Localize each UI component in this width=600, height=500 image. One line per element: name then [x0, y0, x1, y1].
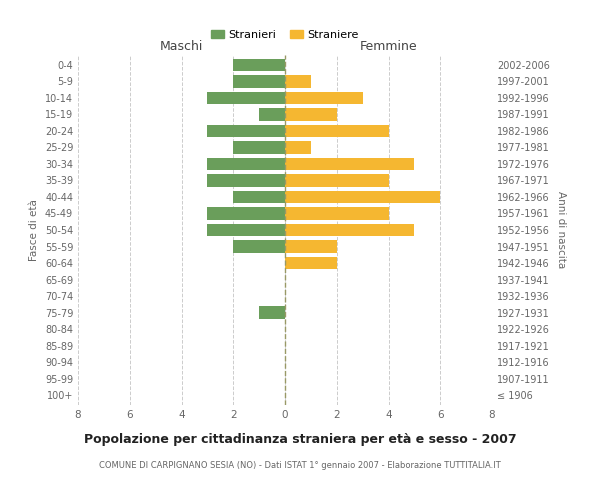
Bar — [233, 240, 285, 252]
Text: COMUNE DI CARPIGNANO SESIA (NO) - Dati ISTAT 1° gennaio 2007 - Elaborazione TUTT: COMUNE DI CARPIGNANO SESIA (NO) - Dati I… — [99, 460, 501, 469]
Bar — [285, 208, 389, 220]
Bar — [285, 240, 337, 252]
Bar — [285, 257, 337, 269]
Bar — [285, 158, 415, 170]
Text: Maschi: Maschi — [160, 40, 203, 54]
Bar — [285, 108, 337, 120]
Bar — [208, 125, 285, 137]
Bar — [285, 75, 311, 88]
Bar — [233, 142, 285, 154]
Bar — [285, 125, 389, 137]
Bar — [208, 174, 285, 186]
Bar — [285, 191, 440, 203]
Bar — [233, 58, 285, 71]
Text: Femmine: Femmine — [359, 40, 418, 54]
Bar — [208, 208, 285, 220]
Y-axis label: Anni di nascita: Anni di nascita — [556, 192, 566, 268]
Bar — [233, 191, 285, 203]
Bar — [208, 92, 285, 104]
Bar — [208, 224, 285, 236]
Bar — [259, 306, 285, 318]
Bar — [208, 158, 285, 170]
Bar — [233, 75, 285, 88]
Bar — [285, 92, 362, 104]
Bar — [285, 224, 415, 236]
Y-axis label: Fasce di età: Fasce di età — [29, 199, 39, 261]
Bar — [285, 174, 389, 186]
Bar — [259, 108, 285, 120]
Text: Popolazione per cittadinanza straniera per età e sesso - 2007: Popolazione per cittadinanza straniera p… — [83, 432, 517, 446]
Bar — [285, 142, 311, 154]
Legend: Stranieri, Straniere: Stranieri, Straniere — [206, 26, 364, 44]
